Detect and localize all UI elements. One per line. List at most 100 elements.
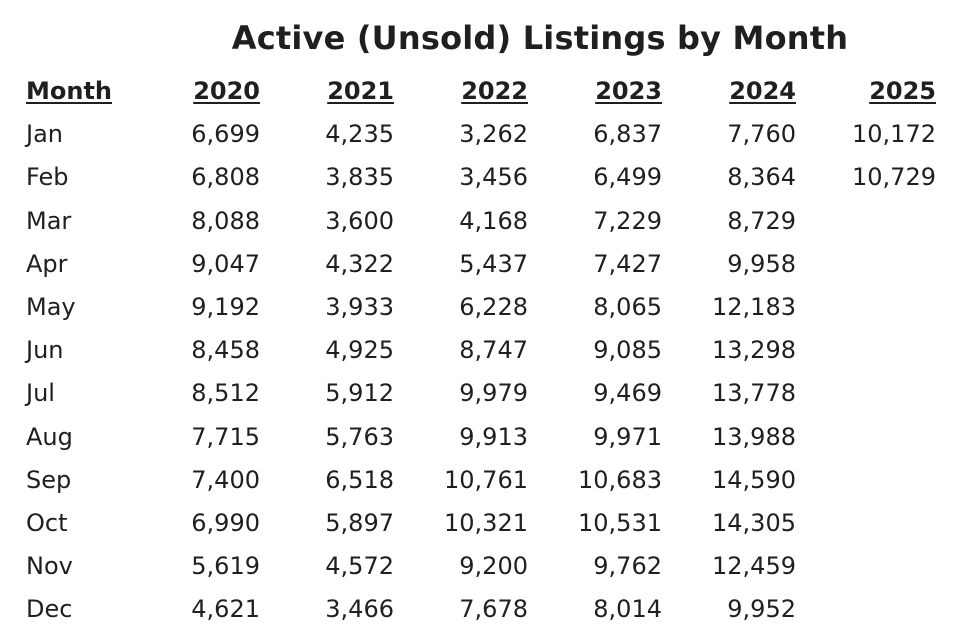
value-cell-2024: 14,590: [712, 465, 796, 494]
value-cell-2021: 6,518: [325, 465, 394, 494]
value-cell-2023: 10,683: [578, 465, 662, 494]
value-cell-2023: 7,229: [593, 206, 662, 235]
value-cell-2021: 3,933: [325, 293, 394, 322]
value-cell-2020: 8,512: [191, 379, 260, 408]
value-cell-2020: 7,715: [191, 422, 260, 451]
value-cell-2025: [796, 459, 936, 502]
value-cell-2022: 3,262: [459, 120, 528, 149]
table-row: May 9,192 3,933 6,228 8,065 12,183: [26, 286, 936, 329]
value-cell-2021: 3,835: [325, 163, 394, 192]
value-cell-2024: 8,729: [727, 206, 796, 235]
value-cell-2023: 8,014: [593, 595, 662, 624]
month-cell: Nov: [26, 552, 73, 581]
value-cell-2024: 14,305: [712, 508, 796, 537]
value-cell-2023: 6,499: [593, 163, 662, 192]
table-row: Mar 8,088 3,600 4,168 7,229 8,729: [26, 200, 936, 243]
header-2020: 2020: [193, 77, 260, 106]
month-cell: Jul: [26, 379, 55, 408]
table-row: Nov 5,619 4,572 9,200 9,762 12,459: [26, 545, 936, 588]
value-cell-2020: 5,619: [191, 552, 260, 581]
month-cell: Oct: [26, 508, 68, 537]
value-cell-2020: 8,458: [191, 336, 260, 365]
table-title: Active (Unsold) Listings by Month: [231, 19, 849, 57]
table-row: Jun 8,458 4,925 8,747 9,085 13,298: [26, 329, 936, 372]
value-cell-2024: 13,778: [712, 379, 796, 408]
header-2024: 2024: [729, 77, 796, 106]
value-cell-2020: 9,192: [191, 293, 260, 322]
month-cell: Apr: [26, 249, 68, 278]
header-row: Month 2020 2021 2022 2023 2024 2025: [26, 70, 936, 113]
value-cell-2022: 10,761: [444, 465, 528, 494]
table-row: Sep 7,400 6,518 10,761 10,683 14,590: [26, 459, 936, 502]
value-cell-2020: 9,047: [191, 249, 260, 278]
value-cell-2025: 10,729: [852, 163, 936, 192]
value-cell-2021: 3,466: [325, 595, 394, 624]
value-cell-2022: 5,437: [459, 249, 528, 278]
month-cell: Feb: [26, 163, 69, 192]
value-cell-2024: 9,958: [727, 249, 796, 278]
value-cell-2023: 9,762: [593, 552, 662, 581]
header-2021: 2021: [327, 77, 394, 106]
value-cell-2022: 7,678: [459, 595, 528, 624]
value-cell-2025: [796, 286, 936, 329]
value-cell-2022: 9,913: [459, 422, 528, 451]
value-cell-2023: 9,971: [593, 422, 662, 451]
month-cell: Jan: [26, 120, 63, 149]
value-cell-2021: 5,897: [325, 508, 394, 537]
value-cell-2024: 9,952: [727, 595, 796, 624]
header-2025: 2025: [869, 77, 936, 106]
listings-table: Month 2020 2021 2022 2023 2024 2025 Jan 6…: [26, 70, 936, 631]
value-cell-2020: 6,699: [191, 120, 260, 149]
value-cell-2024: 13,988: [712, 422, 796, 451]
value-cell-2025: [796, 329, 936, 372]
value-cell-2025: [796, 588, 936, 631]
value-cell-2023: 6,837: [593, 120, 662, 149]
value-cell-2021: 5,763: [325, 422, 394, 451]
value-cell-2022: 9,200: [459, 552, 528, 581]
value-cell-2021: 4,235: [325, 120, 394, 149]
value-cell-2022: 8,747: [459, 336, 528, 365]
value-cell-2025: [796, 243, 936, 286]
table-row: Feb 6,808 3,835 3,456 6,499 8,364 10,729: [26, 156, 936, 199]
value-cell-2020: 6,990: [191, 508, 260, 537]
header-2022: 2022: [461, 77, 528, 106]
header-2023: 2023: [595, 77, 662, 106]
value-cell-2023: 10,531: [578, 508, 662, 537]
value-cell-2024: 7,760: [727, 120, 796, 149]
value-cell-2025: 10,172: [852, 120, 936, 149]
value-cell-2021: 4,925: [325, 336, 394, 365]
value-cell-2024: 12,459: [712, 552, 796, 581]
value-cell-2025: [796, 372, 936, 415]
month-cell: Jun: [26, 336, 64, 365]
value-cell-2022: 4,168: [459, 206, 528, 235]
value-cell-2025: [796, 545, 936, 588]
value-cell-2023: 8,065: [593, 293, 662, 322]
value-cell-2022: 9,979: [459, 379, 528, 408]
month-cell: Sep: [26, 465, 72, 494]
month-cell: Mar: [26, 206, 72, 235]
month-cell: Aug: [26, 422, 73, 451]
value-cell-2022: 6,228: [459, 293, 528, 322]
value-cell-2020: 7,400: [191, 465, 260, 494]
table-row: Jul 8,512 5,912 9,979 9,469 13,778: [26, 372, 936, 415]
value-cell-2020: 6,808: [191, 163, 260, 192]
value-cell-2023: 9,085: [593, 336, 662, 365]
value-cell-2021: 5,912: [325, 379, 394, 408]
value-cell-2025: [796, 416, 936, 459]
table-row: Aug 7,715 5,763 9,913 9,971 13,988: [26, 416, 936, 459]
month-cell: May: [26, 293, 76, 322]
value-cell-2024: 8,364: [727, 163, 796, 192]
value-cell-2021: 4,572: [325, 552, 394, 581]
header-month: Month: [26, 77, 113, 106]
table-row: Apr 9,047 4,322 5,437 7,427 9,958: [26, 243, 936, 286]
value-cell-2024: 13,298: [712, 336, 796, 365]
value-cell-2020: 8,088: [191, 206, 260, 235]
value-cell-2024: 12,183: [712, 293, 796, 322]
table-row: Jan 6,699 4,235 3,262 6,837 7,760 10,172: [26, 113, 936, 156]
table-row: Oct 6,990 5,897 10,321 10,531 14,305: [26, 502, 936, 545]
value-cell-2023: 7,427: [593, 249, 662, 278]
value-cell-2025: [796, 502, 936, 545]
value-cell-2020: 4,621: [191, 595, 260, 624]
value-cell-2022: 3,456: [459, 163, 528, 192]
table-row: Dec 4,621 3,466 7,678 8,014 9,952: [26, 588, 936, 631]
